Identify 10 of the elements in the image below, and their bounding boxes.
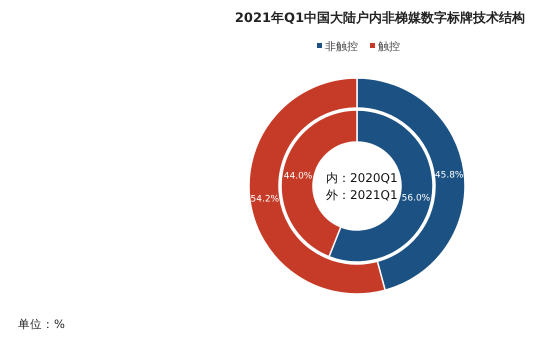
legend-label: 非触控 — [325, 40, 358, 53]
text: 外：2021Q1 — [326, 188, 398, 202]
text: 单位：% — [18, 317, 65, 331]
chart-title: 2021年Q1中国大陆户内非梯媒数字标牌技术结构 — [234, 10, 526, 26]
text: 内：2020Q1 — [326, 171, 398, 185]
data-label: 56.0% — [402, 194, 431, 204]
data-label: 45.8% — [434, 170, 464, 180]
data-label: 44.0% — [284, 171, 313, 182]
data-label: 54.2% — [250, 194, 280, 205]
legend-label: 触控 — [378, 40, 400, 53]
